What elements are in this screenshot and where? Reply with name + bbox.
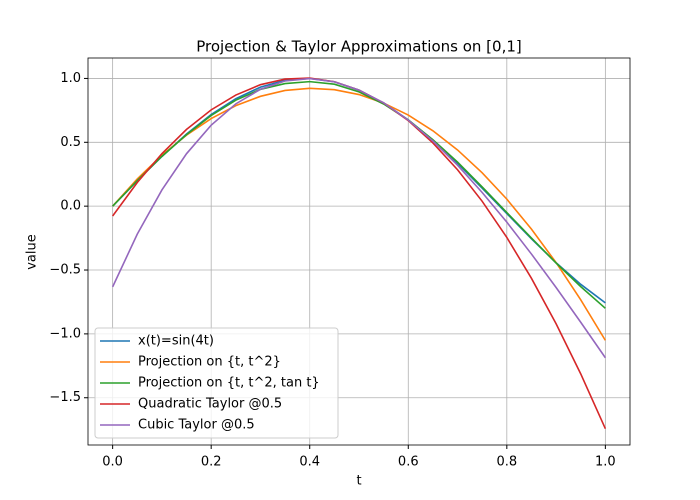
x-axis-label: t bbox=[356, 474, 361, 489]
legend-label: Projection on {t, t^2} bbox=[138, 355, 281, 370]
x-tick-label: 0.8 bbox=[496, 455, 517, 470]
x-tick-label: 0.0 bbox=[102, 455, 123, 470]
x-tick-label: 0.4 bbox=[299, 455, 320, 470]
y-axis-label: value bbox=[25, 234, 40, 270]
chart-title: Projection & Taylor Approximations on [0… bbox=[196, 38, 521, 56]
y-tick-label: 1.0 bbox=[60, 71, 81, 86]
series-line bbox=[112, 80, 606, 309]
series-line bbox=[111, 77, 607, 359]
y-tick-label: −1.5 bbox=[49, 390, 81, 405]
y-tick-label: −1.0 bbox=[49, 326, 81, 341]
x-tick-label: 1.0 bbox=[595, 455, 616, 470]
plot-frame bbox=[87, 57, 631, 446]
legend-label: x(t)=sin(4t) bbox=[138, 334, 214, 349]
legend-box bbox=[94, 327, 339, 439]
series-line bbox=[112, 87, 607, 341]
x-tick-label: 0.2 bbox=[201, 455, 222, 470]
legend-label: Projection on {t, t^2, tan t} bbox=[138, 376, 320, 391]
x-tick-label: 0.6 bbox=[398, 455, 419, 470]
y-tick-label: 0.5 bbox=[60, 135, 81, 150]
y-tick-label: −0.5 bbox=[49, 263, 81, 278]
legend-label: Cubic Taylor @0.5 bbox=[138, 418, 255, 433]
legend-label: Quadratic Taylor @0.5 bbox=[138, 397, 282, 412]
series-line bbox=[112, 77, 606, 304]
y-tick-label: 0.0 bbox=[60, 199, 81, 214]
